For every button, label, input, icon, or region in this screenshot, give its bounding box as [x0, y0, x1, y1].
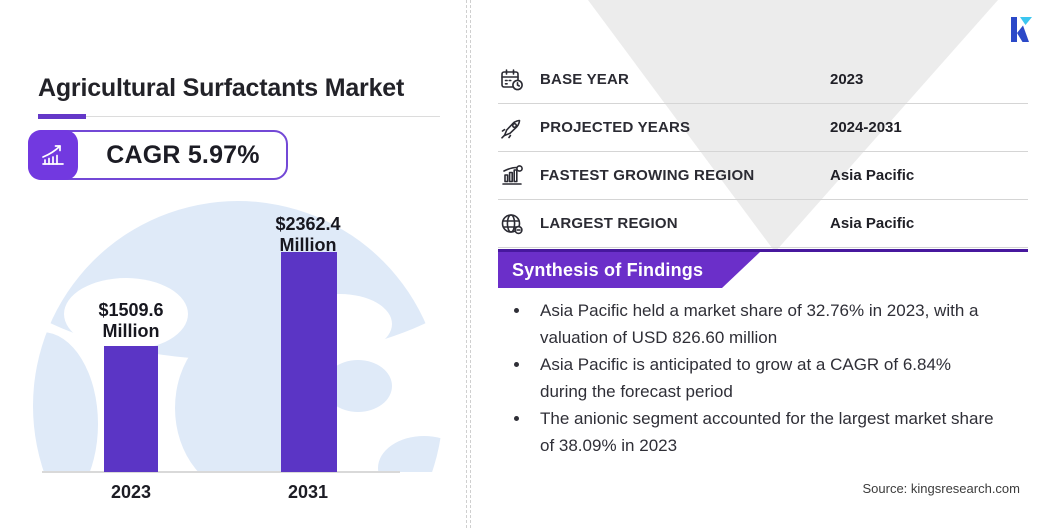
fact-label: BASE YEAR	[540, 71, 630, 88]
cagr-value-label: CAGR 5.97%	[106, 140, 260, 169]
fact-value: Asia Pacific	[830, 215, 915, 232]
findings-banner: Synthesis of Findings	[498, 252, 760, 288]
fact-label: FASTEST GROWING REGION	[540, 167, 755, 184]
key-facts-panel: BASE YEAR 2023 PROJECTED YEARS 2024-2031	[470, 0, 1056, 528]
finding-bullet-item: Asia Pacific held a market share of 32.7…	[510, 297, 996, 351]
bar-2023	[104, 346, 158, 472]
title-underline	[38, 116, 440, 117]
findings-title: Synthesis of Findings	[512, 259, 704, 280]
bullet-dot	[514, 308, 519, 313]
finding-bullet-item: Asia Pacific is anticipated to grow at a…	[510, 351, 996, 405]
growth-chart-hand-icon	[498, 162, 526, 190]
market-overview-panel: Agricultural Surfactants Market CAGR 5.9…	[0, 0, 466, 528]
fact-row-base-year: BASE YEAR 2023	[498, 56, 1028, 104]
rocket-icon	[498, 114, 526, 142]
panel-divider-dashed	[466, 0, 471, 528]
title-underline-accent	[38, 114, 86, 119]
globe-icon	[498, 210, 526, 238]
fact-value: Asia Pacific	[830, 167, 915, 184]
world-map-watermark	[33, 201, 443, 472]
bar-2031	[281, 252, 337, 472]
cagr-badge: CAGR 5.97%	[28, 130, 288, 180]
findings-list: Asia Pacific held a market share of 32.7…	[510, 297, 996, 459]
x-tick-2031: 2031	[287, 482, 329, 502]
fact-row-largest-region: LARGEST REGION Asia Pacific	[498, 200, 1028, 248]
x-axis-line	[42, 471, 400, 473]
growth-trend-icon	[28, 130, 78, 180]
bullet-dot	[514, 362, 519, 367]
bar-value-label-2023: $1509.6 Million	[98, 300, 164, 341]
fact-label: PROJECTED YEARS	[540, 119, 691, 136]
fact-row-projected-years: PROJECTED YEARS 2024-2031	[498, 104, 1028, 152]
bullet-dot	[514, 416, 519, 421]
fact-value: 2024-2031	[830, 119, 902, 136]
source-attribution: Source: kingsresearch.com	[862, 481, 1020, 496]
fact-value: 2023	[830, 71, 864, 88]
fact-row-fastest-growing-region: FASTEST GROWING REGION Asia Pacific	[498, 152, 1028, 200]
facts-table: BASE YEAR 2023 PROJECTED YEARS 2024-2031	[498, 56, 1028, 248]
kings-research-logo	[1011, 17, 1032, 42]
findings-top-rule	[498, 249, 1028, 252]
bar-value-label-2031: $2362.4 Million	[275, 214, 341, 255]
fact-label: LARGEST REGION	[540, 215, 678, 232]
finding-bullet-item: The anionic segment accounted for the la…	[510, 405, 996, 459]
page-title: Agricultural Surfactants Market	[38, 74, 405, 102]
x-tick-2023: 2023	[110, 482, 152, 502]
calendar-clock-icon	[498, 66, 526, 94]
